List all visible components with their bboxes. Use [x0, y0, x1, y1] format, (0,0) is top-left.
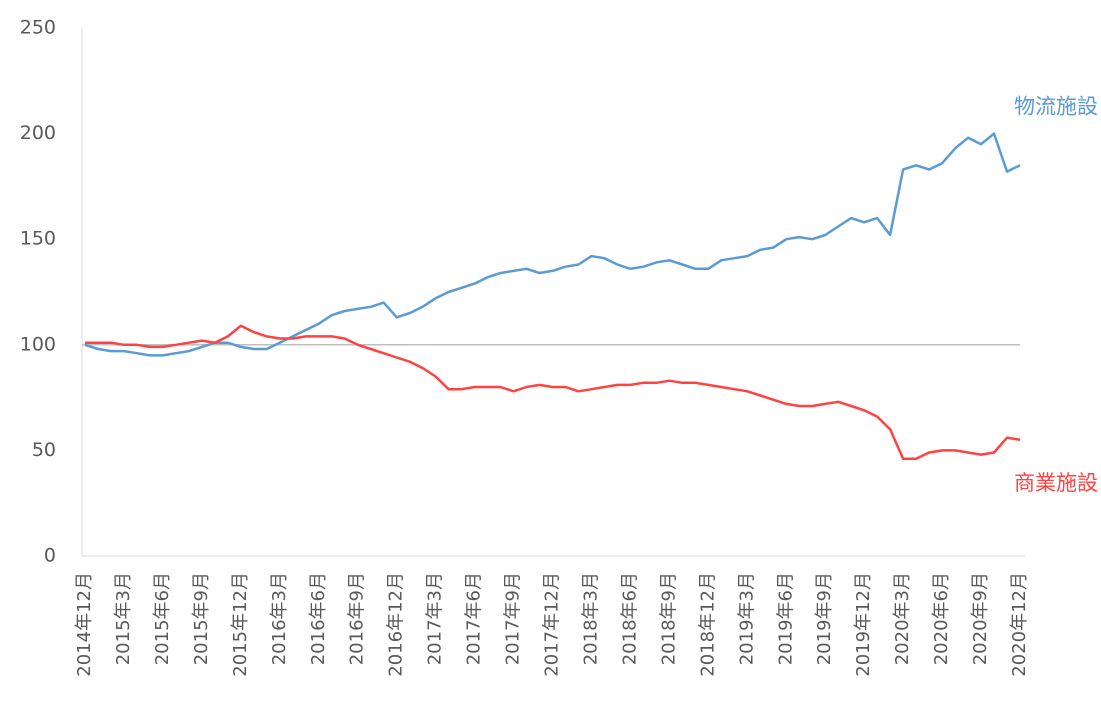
x-tick-label: 2016年9月: [347, 572, 368, 665]
x-tick-label: 2019年9月: [814, 572, 835, 665]
x-tick-label: 2017年12月: [542, 572, 563, 677]
x-tick-label: 2016年6月: [308, 572, 329, 665]
series-label: 商業施設: [1014, 471, 1098, 495]
y-tick-label: 200: [20, 122, 56, 144]
x-tick-label: 2016年12月: [386, 572, 407, 677]
series-line: [85, 324, 1021, 461]
x-tick-label: 2015年9月: [191, 572, 212, 665]
series-line: [84, 132, 1021, 357]
y-tick-label: 250: [20, 17, 56, 39]
x-tick-label: 2015年3月: [113, 572, 134, 665]
x-tick-label: 2019年6月: [775, 572, 796, 665]
series-label: 物流施設: [1014, 94, 1098, 118]
y-tick-label: 100: [20, 333, 56, 355]
x-tick-label: 2014年12月: [74, 572, 95, 677]
x-tick-label: 2018年12月: [697, 572, 718, 677]
y-tick-label: 150: [20, 228, 56, 250]
x-tick-label: 2017年9月: [503, 572, 524, 665]
x-tick-label: 2020年6月: [931, 572, 952, 665]
x-tick-label: 2016年3月: [269, 572, 290, 665]
x-tick-label: 2015年6月: [152, 572, 173, 665]
x-tick-label: 2020年12月: [1009, 572, 1030, 677]
x-tick-label: 2018年6月: [619, 572, 640, 665]
x-tick-label: 2017年6月: [464, 572, 485, 665]
x-tick-label: 2018年9月: [658, 572, 679, 665]
y-tick-label: 50: [32, 439, 56, 461]
y-tick-label: 0: [44, 545, 56, 567]
x-tick-label: 2019年12月: [853, 572, 874, 677]
x-tick-label: 2015年12月: [230, 572, 251, 677]
x-tick-label: 2020年3月: [892, 572, 913, 665]
x-tick-label: 2020年9月: [970, 572, 991, 665]
x-tick-label: 2017年3月: [425, 572, 446, 665]
x-tick-label: 2018年3月: [580, 572, 601, 665]
x-tick-label: 2019年3月: [736, 572, 757, 665]
